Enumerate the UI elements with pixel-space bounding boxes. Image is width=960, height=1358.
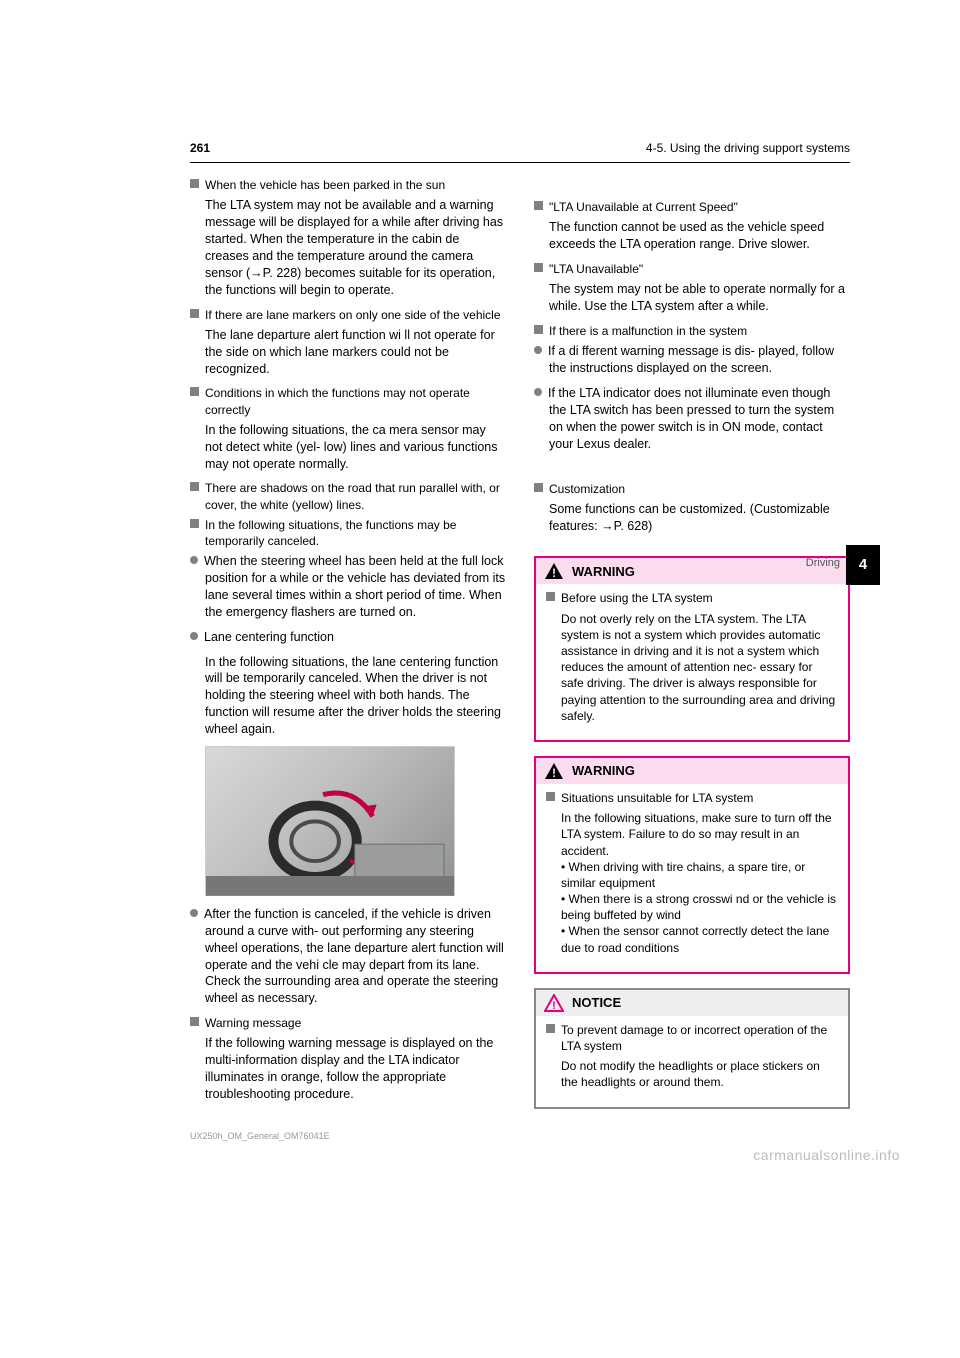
square-bullet-icon: [190, 1017, 199, 1026]
warning-box: ! WARNING Before using the LTA system Do…: [534, 556, 850, 742]
bullet-item: When the steering wheel has been held at…: [190, 553, 506, 621]
warning-box: ! WARNING Situations unsuitable for LTA …: [534, 756, 850, 974]
svg-text:!: !: [552, 1000, 556, 1012]
header-divider: [190, 162, 850, 163]
notice-body: To prevent damage to or incorrect operat…: [536, 1016, 848, 1107]
square-bullet-icon: [534, 201, 543, 210]
svg-text:!: !: [552, 766, 556, 780]
warning-title: Situations unsuitable for LTA system: [546, 790, 838, 806]
square-bullet-icon: [190, 179, 199, 188]
warning-header: ! WARNING: [536, 558, 848, 584]
warning-triangle-icon: !: [544, 562, 564, 580]
section-heading: There are shadows on the road that run p…: [190, 480, 506, 512]
square-bullet-icon: [190, 387, 199, 396]
chapter-tab: 4: [846, 545, 880, 585]
square-bullet-icon: [546, 792, 555, 801]
notice-label: NOTICE: [572, 994, 621, 1012]
square-bullet-icon: [546, 592, 555, 601]
steering-wheel-illustration: [206, 747, 454, 896]
body-text: The LTA system may not be available and …: [190, 197, 506, 298]
section-heading: When the vehicle has been parked in the …: [190, 177, 506, 193]
section-heading: In the following situations, the functio…: [190, 517, 506, 549]
section-heading: If there is a malfunction in the system: [534, 323, 850, 339]
square-bullet-icon: [190, 309, 199, 318]
body-text: In the following situations, the ca mera…: [190, 422, 506, 473]
interior-illustration: [205, 746, 455, 896]
warning-body: Situations unsuitable for LTA system In …: [536, 784, 848, 972]
section-heading: "LTA Unavailable": [534, 261, 850, 277]
bullet-item: After the function is canceled, if the v…: [190, 906, 506, 1007]
svg-text:!: !: [552, 566, 556, 580]
warning-triangle-icon: !: [544, 762, 564, 780]
bullet-item: Lane centering function: [190, 629, 506, 646]
bullet-item: If the LTA indicator does not illuminate…: [534, 385, 850, 453]
square-bullet-icon: [190, 519, 199, 528]
notice-text: Do not modify the headlights or place st…: [546, 1058, 838, 1090]
square-bullet-icon: [534, 325, 543, 334]
warning-label: WARNING: [572, 563, 635, 581]
warning-body: Before using the LTA system Do not overl…: [536, 584, 848, 740]
watermark: carmanualsonline.info: [753, 1146, 900, 1165]
body-text: The system may not be able to operate no…: [534, 281, 850, 315]
warning-header: ! WARNING: [536, 758, 848, 784]
warning-text: In the following situations, make sure t…: [546, 810, 838, 956]
bullet-item: If a di fferent warning message is dis- …: [534, 343, 850, 377]
page-number: 261: [190, 140, 210, 156]
circle-bullet-icon: [534, 346, 542, 354]
warning-label: WARNING: [572, 762, 635, 780]
section-heading: Warning message: [190, 1015, 506, 1031]
body-text: Some functions can be customized. (Custo…: [534, 501, 850, 535]
body-text: The lane departure alert function wi ll …: [190, 327, 506, 378]
notice-header: ! NOTICE: [536, 990, 848, 1016]
circle-bullet-icon: [190, 909, 198, 917]
circle-bullet-icon: [190, 556, 198, 564]
square-bullet-icon: [190, 482, 199, 491]
section-heading: Conditions in which the functions may no…: [190, 385, 506, 417]
right-column: "LTA Unavailable at Current Speed" The f…: [534, 177, 850, 1122]
section-breadcrumb: 4-5. Using the driving support systems: [646, 140, 850, 156]
section-heading: "LTA Unavailable at Current Speed": [534, 199, 850, 215]
warning-title: Before using the LTA system: [546, 590, 838, 606]
circle-bullet-icon: [190, 632, 198, 640]
square-bullet-icon: [534, 263, 543, 272]
circle-bullet-icon: [534, 388, 542, 396]
section-heading: If there are lane markers on only one si…: [190, 307, 506, 323]
notice-box: ! NOTICE To prevent damage to or incorre…: [534, 988, 850, 1109]
warning-text: Do not overly rely on the LTA system. Th…: [546, 611, 838, 724]
chapter-label: Driving: [806, 556, 840, 571]
square-bullet-icon: [534, 483, 543, 492]
body-text: If the following warning message is disp…: [190, 1035, 506, 1103]
chapter-number: 4: [859, 555, 867, 575]
section-heading: Customization: [534, 481, 850, 497]
page-header: 261 4-5. Using the driving support syste…: [190, 140, 850, 156]
notice-title: To prevent damage to or incorrect operat…: [546, 1022, 838, 1054]
square-bullet-icon: [546, 1024, 555, 1033]
notice-triangle-icon: !: [544, 994, 564, 1012]
body-text: In the following situations, the lane ce…: [190, 654, 506, 738]
body-text: The function cannot be used as the vehic…: [534, 219, 850, 253]
document-id: UX250h_OM_General_OM76041E: [190, 1130, 330, 1142]
left-column: When the vehicle has been parked in the …: [190, 177, 506, 1122]
